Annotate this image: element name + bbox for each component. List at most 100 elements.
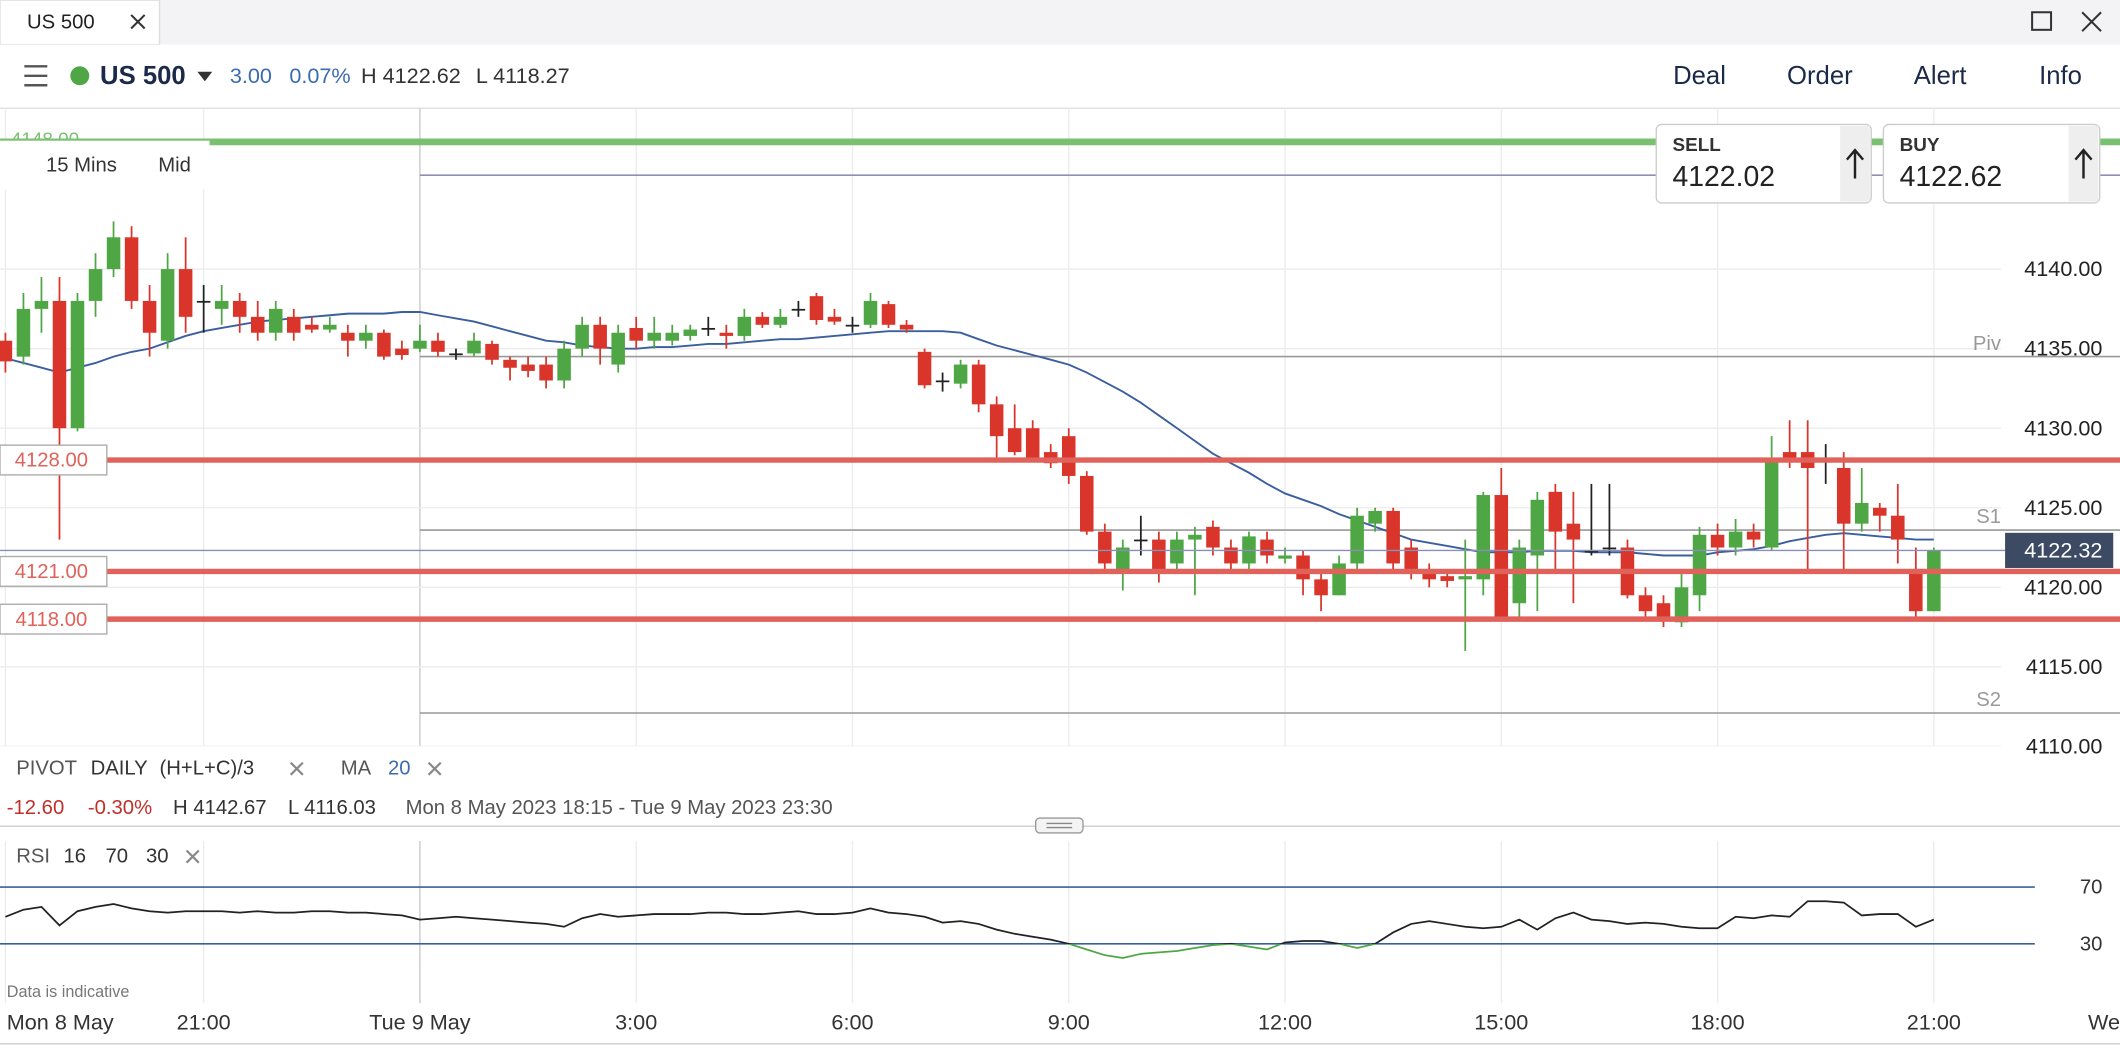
candle-body [1602,547,1617,550]
candle-body [449,353,463,356]
candle-body [1061,436,1076,476]
candle-body [611,332,625,365]
candle-body [196,300,211,303]
candle-body [701,327,716,330]
plot-area [0,108,2120,747]
candle-body [52,300,67,429]
x-tick-label: Tue 9 May [369,1009,471,1034]
alert-label: 4121.00 [15,561,88,583]
candle-body [1368,510,1382,524]
candle-body [1656,603,1671,620]
sell-label: SELL [1672,135,1720,156]
moving-average [5,311,1934,557]
candle-body [647,332,661,341]
candle-body [431,340,445,352]
instrument-dropdown[interactable] [197,71,213,82]
buy-button[interactable] [1882,123,2101,204]
candle-body [1764,460,1779,548]
candle-body [485,343,499,360]
sell-arrow [1845,148,1865,179]
maximize-button[interactable] [2031,11,2053,31]
candle-body [1296,555,1310,580]
candle-body [250,316,265,333]
candle-body [791,308,806,311]
menu-item[interactable]: Deal [1673,62,1726,90]
pivot-label: S2 [1976,689,2001,711]
menu-button[interactable] [24,65,48,87]
x-tick-label: 6:00 [831,1009,873,1034]
tab-close[interactable] [130,14,146,30]
remove-pivot[interactable] [289,761,304,776]
resize-handle[interactable] [1034,817,1084,834]
candle-body [1134,539,1148,542]
market-status [70,66,90,86]
menu-item[interactable]: Order [1787,62,1853,90]
candle-body [665,332,680,341]
candle-body [1098,531,1112,564]
candle-body [863,300,878,325]
alert-label: 4128.00 [15,450,88,472]
candle-body [683,329,698,336]
candle-body [935,380,950,383]
current-price-box [2005,532,2114,568]
candle-body [1025,428,1040,461]
candle-body [1350,515,1364,564]
period-change-percent: -0.30% [88,797,152,819]
candle-body [1548,491,1563,532]
tab[interactable] [0,0,161,46]
rsi-line [5,900,1935,959]
candle-body [1728,531,1743,548]
instrument-name[interactable]: US 500 [100,62,186,90]
pivot-formula: (H+L+C)/3 [160,758,255,780]
buy-label: BUY [1900,135,1940,156]
change: 3.00 [230,63,272,88]
remove-ma[interactable] [427,761,442,776]
current-price-label: 4122.32 [2024,537,2102,562]
candle-body [1530,499,1545,556]
candle-body [1566,523,1581,540]
remove-rsi[interactable] [185,849,200,864]
candle-body [1206,526,1220,548]
toolbar [0,44,2120,109]
interval[interactable]: 15 Mins [46,155,117,177]
candle-body [1854,502,1869,524]
candle-body [773,316,788,325]
candle-body [1007,428,1022,453]
candle-body [467,340,481,354]
rsi-panel: 70 30 [0,841,2103,1004]
candle-body [377,332,391,357]
candle-body [1458,576,1473,580]
alert-label-box [0,603,108,635]
candle-body [899,324,914,330]
candle-body [809,296,824,321]
close-button[interactable] [2081,11,2102,32]
candle-body [359,332,373,341]
candle-body [845,324,860,327]
candle-body [106,237,121,270]
candle-body [1170,539,1184,564]
x-tick-label: 15:00 [1474,1009,1528,1034]
menu-item[interactable]: Alert [1914,62,1967,90]
candle-body [1386,510,1400,564]
candle-body [341,332,355,341]
candle-body [629,327,643,341]
candle-body [737,316,752,336]
candle-body [232,300,247,317]
ma-period: 20 [388,758,411,780]
candle-body [1674,587,1689,623]
rsi-tick-label: 30 [2080,934,2103,956]
menu-item[interactable]: Info [2039,62,2082,90]
pivot-label: Piv [1973,333,2002,355]
tab-bar [0,0,2120,45]
sell-button[interactable] [1655,123,1872,204]
candle-body [971,364,986,405]
y-tick-label: 4125.00 [2024,495,2102,520]
price-type[interactable]: Mid [158,155,191,177]
candle-body [124,237,139,301]
rsi-lower: 30 [146,846,169,868]
y-tick-label: 4135.00 [2024,336,2102,361]
buy-arrow [2074,148,2093,179]
x-tick-label: 3:00 [615,1009,657,1034]
x-tick-label: Mon 8 May [7,1009,114,1034]
rsi-upper: 70 [105,846,128,868]
